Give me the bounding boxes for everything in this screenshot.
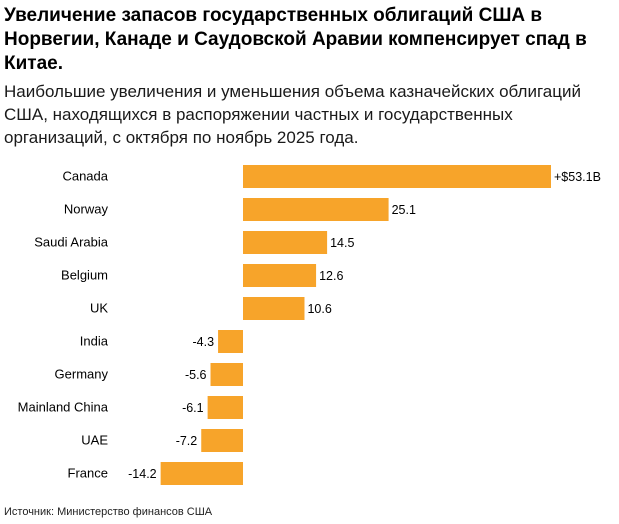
value-label-india: -4.3 xyxy=(193,335,215,349)
category-label-uk: UK xyxy=(90,300,108,315)
source-note: Источник: Министерство финансов США xyxy=(4,506,212,518)
bar-belgium xyxy=(243,264,317,287)
bar-canada xyxy=(243,165,551,188)
bar-india xyxy=(218,330,243,353)
chart-subtitle: Наибольшие увеличения и уменьшения объем… xyxy=(4,82,581,147)
category-label-norway: Norway xyxy=(64,201,109,216)
value-label-saudi-arabia: 14.5 xyxy=(330,236,354,250)
source-text: Источник: Министерство финансов США xyxy=(4,506,213,518)
bar-france xyxy=(160,462,243,485)
value-label-mainland-china: -6.1 xyxy=(182,401,204,415)
bar-saudi-arabia xyxy=(243,231,328,254)
bar-norway xyxy=(243,198,389,221)
category-label-belgium: Belgium xyxy=(61,267,108,282)
value-label-uk: 10.6 xyxy=(307,302,331,316)
category-label-uae: UAE xyxy=(81,432,108,447)
value-label-norway: 25.1 xyxy=(392,203,416,217)
bar-chart: Canada +$53.1B Norway 25.1 Saudi Arabia 14.5 B… xyxy=(18,165,601,485)
category-label-india: India xyxy=(80,333,109,348)
bar-mainland-china xyxy=(207,396,243,419)
value-label-canada: +$53.1B xyxy=(554,170,601,184)
value-label-belgium: 12.6 xyxy=(319,269,343,283)
value-label-germany: -5.6 xyxy=(185,368,207,382)
bar-uk xyxy=(243,297,305,320)
category-label-mainland-china: Mainland China xyxy=(18,399,109,414)
category-label-germany: Germany xyxy=(55,366,109,381)
category-label-canada: Canada xyxy=(62,168,108,183)
bar-uae xyxy=(201,429,243,452)
bar-germany xyxy=(210,363,243,386)
chart-title: Увеличение запасов государственных облиг… xyxy=(4,5,587,74)
value-label-uae: -7.2 xyxy=(176,434,198,448)
category-label-france: France xyxy=(68,465,108,480)
category-label-saudi-arabia: Saudi Arabia xyxy=(34,234,108,249)
value-label-france: -14.2 xyxy=(128,467,157,481)
